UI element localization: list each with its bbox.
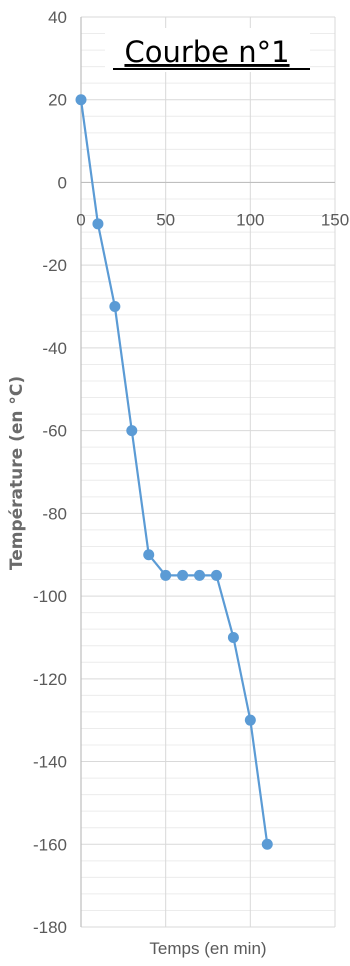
data-point	[177, 569, 189, 581]
minor-gridlines	[81, 33, 335, 911]
x-axis-title: Temps (en min)	[149, 939, 266, 958]
y-tick-label: -120	[33, 670, 67, 689]
y-tick-labels: 40 20 0 -20 -40 -60 -80 -100 -120 -140 -160 -180	[33, 8, 67, 937]
data-point	[109, 301, 121, 313]
data-point	[227, 631, 239, 643]
data-point	[244, 714, 256, 726]
y-tick-label: -80	[42, 504, 67, 523]
data-point	[92, 218, 104, 230]
y-tick-label: -180	[33, 918, 67, 937]
x-tick-labels: 0 50 100 150	[76, 210, 349, 229]
chart-title: Courbe n°1	[124, 35, 289, 69]
data-point	[194, 569, 206, 581]
y-tick-label: -140	[33, 753, 67, 772]
data-point	[126, 425, 138, 437]
data-point	[75, 94, 87, 106]
y-tick-label: -100	[33, 587, 67, 606]
y-tick-label: -40	[42, 339, 67, 358]
y-tick-label: 0	[58, 173, 67, 192]
series-points	[75, 94, 273, 850]
y-axis-title: Température (en °C)	[7, 376, 27, 570]
title-background	[105, 28, 310, 72]
x-tick-label: 50	[156, 210, 175, 229]
y-tick-label: -60	[42, 422, 67, 441]
series-line	[79, 99, 269, 845]
data-point	[160, 569, 172, 581]
x-tick-label: 0	[76, 210, 85, 229]
x-tick-label: 100	[236, 210, 264, 229]
y-tick-label: 20	[48, 91, 67, 110]
data-point	[143, 549, 155, 561]
y-tick-label: 40	[48, 8, 67, 27]
data-point	[261, 838, 273, 850]
y-tick-label: -160	[33, 835, 67, 854]
series-line-path	[79, 99, 269, 845]
x-tick-label: 150	[321, 210, 349, 229]
y-tick-label: -20	[42, 256, 67, 275]
data-point	[210, 569, 222, 581]
major-gridlines	[80, 16, 336, 928]
